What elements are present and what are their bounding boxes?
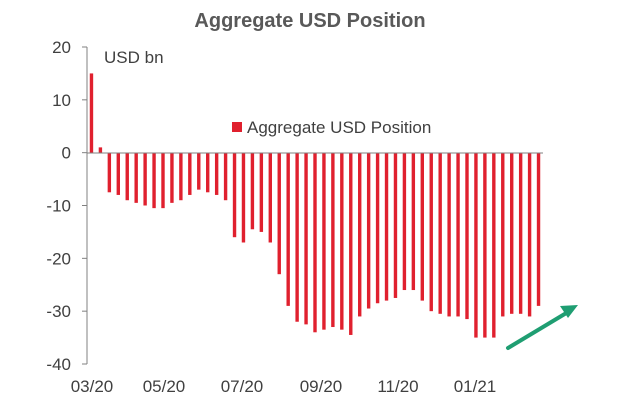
- y-tick-label: -40: [46, 355, 71, 374]
- bar: [313, 152, 317, 333]
- bar: [152, 152, 156, 209]
- bar: [179, 152, 183, 201]
- bar: [375, 152, 380, 304]
- bar: [366, 152, 371, 309]
- y-tick-label: 10: [52, 91, 71, 110]
- bar: [223, 152, 228, 201]
- bar: [98, 147, 103, 153]
- bar: [304, 152, 308, 325]
- bar: [206, 152, 210, 193]
- bar: [241, 152, 246, 243]
- legend-swatch: [232, 122, 242, 132]
- bars: [89, 73, 541, 338]
- x-tick-label: 11/20: [377, 377, 418, 396]
- trend-arrow-head: [560, 305, 578, 318]
- bar: [161, 152, 165, 209]
- bar: [232, 152, 237, 238]
- bar: [143, 152, 147, 206]
- bar: [510, 152, 514, 314]
- bar: [286, 152, 290, 306]
- bar: [250, 152, 255, 230]
- y-tick-label: -30: [46, 302, 71, 321]
- bar: [134, 152, 138, 203]
- bar: [170, 152, 174, 203]
- bar: [536, 152, 541, 306]
- bar: [295, 152, 299, 322]
- bar: [393, 152, 398, 298]
- y-tick-label: 20: [52, 38, 71, 57]
- bar: [411, 152, 416, 291]
- bar: [527, 152, 532, 317]
- trend-arrow: [506, 305, 578, 350]
- bar: [465, 152, 469, 320]
- legend-label: Aggregate USD Position: [247, 118, 431, 137]
- y-tick-label: -10: [46, 197, 71, 216]
- bar: [518, 152, 523, 314]
- bar: [456, 152, 460, 317]
- bar: [358, 152, 362, 317]
- bar: [438, 152, 442, 314]
- y-tick-label: 0: [62, 144, 71, 163]
- x-ticks: 03/20 05/20 07/20 09/20 11/20 01/21: [71, 377, 497, 396]
- bar: [188, 152, 192, 195]
- bar: [277, 152, 281, 275]
- bar: [492, 152, 496, 338]
- bar: [268, 152, 272, 243]
- bar: [402, 152, 407, 291]
- x-tick-label: 05/20: [143, 377, 186, 396]
- bar: [89, 73, 94, 153]
- bar: [384, 152, 389, 301]
- x-tick-label: 01/21: [454, 377, 497, 396]
- bar: [259, 152, 264, 232]
- bar: [429, 152, 433, 312]
- y-tick-label: -20: [46, 249, 71, 268]
- bar: [197, 152, 201, 190]
- chart-title: Aggregate USD Position: [194, 10, 425, 32]
- legend: Aggregate USD Position: [232, 118, 431, 137]
- x-tick-label: 09/20: [300, 377, 343, 396]
- x-tick-label: 03/20: [71, 377, 114, 396]
- bar: [349, 152, 353, 335]
- bar: [331, 152, 335, 328]
- bar: [107, 152, 112, 193]
- bar: [340, 152, 344, 330]
- y-ticks: 20 10 0 -10 -20 -30 -40: [46, 38, 87, 374]
- unit-label: USD bn: [104, 48, 164, 67]
- bar: [116, 152, 120, 195]
- bar: [483, 152, 487, 338]
- bar: [322, 152, 326, 330]
- bar: [447, 152, 451, 317]
- bar: [474, 152, 478, 338]
- x-tick-label: 07/20: [221, 377, 264, 396]
- bar: [420, 152, 424, 301]
- bar: [501, 152, 505, 317]
- bar: [125, 152, 129, 201]
- bar: [214, 152, 219, 195]
- trend-arrow-shaft: [506, 310, 570, 350]
